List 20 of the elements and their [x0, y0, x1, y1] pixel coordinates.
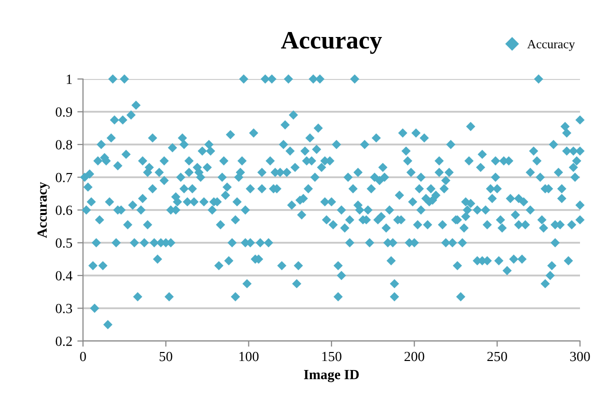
- x-tick-label: 0: [80, 352, 86, 362]
- y-tick-label: 0.7: [56, 172, 72, 182]
- x-tick-label: 250: [487, 352, 508, 362]
- y-tick-label: 0.5: [56, 238, 72, 248]
- legend-label: Accuracy: [527, 40, 575, 51]
- x-tick-label: 150: [322, 352, 342, 362]
- x-tick-label: 200: [404, 352, 424, 362]
- y-tick-label: 0.9: [56, 107, 72, 117]
- y-tick-label: 0.8: [56, 140, 72, 150]
- x-tick-label: 100: [239, 352, 259, 362]
- y-tick-label: 0.4: [56, 271, 72, 281]
- y-tick-label: 1: [66, 74, 72, 84]
- x-tick-label: 50: [160, 352, 172, 362]
- y-axis-title: Accuracy: [38, 182, 50, 238]
- x-tick-label: 300: [570, 352, 590, 362]
- chart-title: Accuracy: [281, 32, 382, 54]
- y-tick-label: 0.2: [56, 336, 72, 346]
- y-tick-label: 0.6: [56, 206, 72, 216]
- x-axis-title: Image ID: [304, 370, 359, 382]
- y-tick-label: 0.3: [56, 304, 72, 314]
